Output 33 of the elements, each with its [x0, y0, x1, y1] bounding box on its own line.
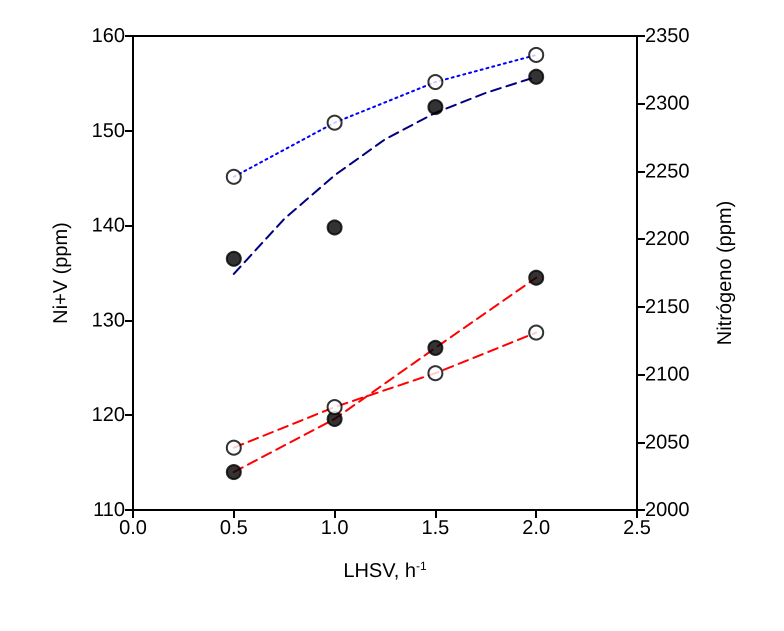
x-tick-label: 2.0 [522, 517, 550, 539]
y2-tick-label: 2300 [645, 92, 690, 115]
y2-tick-label: 2050 [645, 431, 690, 454]
point [427, 74, 444, 90]
y2-tick-label: 2150 [645, 296, 690, 318]
point [427, 340, 444, 356]
y-tick-label: 160 [92, 25, 125, 47]
point [528, 324, 544, 341]
y-tick-label: 140 [92, 214, 125, 237]
point [226, 250, 242, 267]
point [326, 114, 343, 131]
point [226, 464, 242, 480]
point [326, 220, 343, 236]
x-tick-label: 1.0 [320, 517, 349, 539]
y2-axis-title: Nitrógeno (ppm) [714, 200, 736, 346]
point [427, 99, 444, 116]
point [427, 365, 444, 382]
point [226, 440, 242, 456]
point [528, 46, 544, 63]
y-axis-title: Ni+V (ppm) [50, 222, 72, 324]
y2-tick-label: 2250 [645, 160, 690, 182]
y-tick-label: 150 [92, 120, 125, 142]
y-tick-label: 120 [92, 404, 125, 426]
x-tick-label: 0.5 [220, 517, 248, 539]
point [528, 68, 544, 85]
y2-tick-label: 2100 [645, 364, 690, 386]
y-tick-label: 130 [92, 309, 125, 332]
point [326, 399, 343, 416]
y2-tick-label: 2350 [645, 25, 690, 47]
point [226, 168, 242, 185]
x-tick-label: 1.5 [421, 517, 450, 539]
point [528, 270, 544, 286]
y2-tick-label: 2200 [645, 228, 690, 250]
